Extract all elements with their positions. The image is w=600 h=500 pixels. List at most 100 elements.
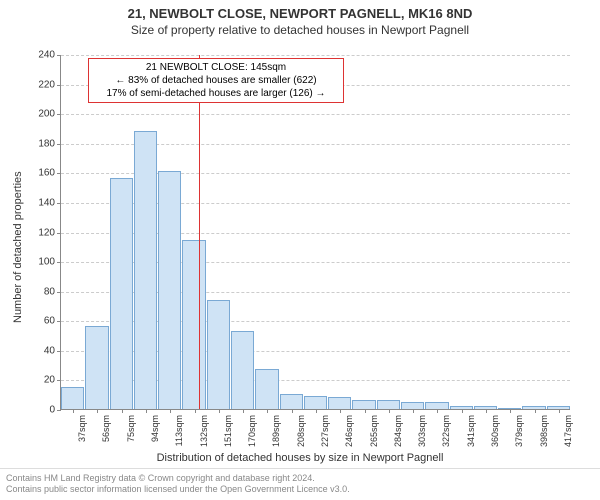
ytick-mark — [57, 233, 61, 234]
xtick-label: 37sqm — [77, 415, 87, 442]
xtick-label: 75sqm — [126, 415, 136, 442]
ytick-mark — [57, 262, 61, 263]
xtick-label: 341sqm — [466, 415, 476, 447]
xtick-mark — [243, 409, 244, 413]
xtick-label: 246sqm — [344, 415, 354, 447]
xtick-label: 398sqm — [539, 415, 549, 447]
ytick-label: 160 — [38, 168, 55, 179]
ytick-mark — [57, 173, 61, 174]
xtick-mark — [510, 409, 511, 413]
xtick-label: 94sqm — [150, 415, 160, 442]
title-block: 21, NEWBOLT CLOSE, NEWPORT PAGNELL, MK16… — [0, 0, 600, 37]
ytick-label: 120 — [38, 227, 55, 238]
ytick-label: 40 — [44, 345, 55, 356]
histogram-bar — [231, 331, 254, 409]
y-axis-label: Number of detached properties — [12, 171, 24, 323]
histogram-chart: 02040608010012014016018020022024037sqm56… — [60, 55, 570, 410]
annotation-line1: 21 NEWBOLT CLOSE: 145sqm — [95, 61, 337, 74]
xtick-mark — [437, 409, 438, 413]
xtick-mark — [267, 409, 268, 413]
xtick-mark — [535, 409, 536, 413]
ytick-label: 240 — [38, 50, 55, 61]
xtick-mark — [73, 409, 74, 413]
xtick-mark — [97, 409, 98, 413]
gridline — [61, 114, 570, 115]
xtick-label: 303sqm — [417, 415, 427, 447]
ytick-label: 220 — [38, 79, 55, 90]
xtick-mark — [389, 409, 390, 413]
xtick-label: 417sqm — [563, 415, 573, 447]
annotation-line2: ← 83% of detached houses are smaller (62… — [95, 74, 337, 87]
footer-line1: Contains HM Land Registry data © Crown c… — [6, 473, 594, 485]
xtick-label: 322sqm — [441, 415, 451, 447]
ytick-mark — [57, 144, 61, 145]
xtick-mark — [340, 409, 341, 413]
xtick-mark — [195, 409, 196, 413]
histogram-bar — [401, 402, 424, 409]
histogram-bar — [328, 397, 351, 409]
xtick-mark — [365, 409, 366, 413]
xtick-label: 284sqm — [393, 415, 403, 447]
ytick-label: 200 — [38, 109, 55, 120]
ytick-mark — [57, 203, 61, 204]
xtick-label: 189sqm — [271, 415, 281, 447]
histogram-bar — [352, 400, 375, 409]
ytick-mark — [57, 321, 61, 322]
histogram-bar — [110, 178, 133, 409]
histogram-bar — [158, 171, 181, 409]
ytick-label: 80 — [44, 286, 55, 297]
xtick-label: 208sqm — [296, 415, 306, 447]
footer-line2: Contains public sector information licen… — [6, 484, 594, 496]
xtick-mark — [146, 409, 147, 413]
footer: Contains HM Land Registry data © Crown c… — [0, 468, 600, 500]
ytick-mark — [57, 380, 61, 381]
histogram-bar — [255, 369, 278, 409]
reference-line — [199, 55, 200, 409]
xtick-mark — [122, 409, 123, 413]
xtick-mark — [559, 409, 560, 413]
histogram-bar — [134, 131, 157, 409]
histogram-bar — [207, 300, 230, 409]
ytick-mark — [57, 292, 61, 293]
gridline — [61, 55, 570, 56]
ytick-mark — [57, 351, 61, 352]
histogram-bar — [377, 400, 400, 409]
title-line2: Size of property relative to detached ho… — [0, 23, 600, 37]
annotation-box: 21 NEWBOLT CLOSE: 145sqm ← 83% of detach… — [88, 58, 344, 103]
xtick-label: 132sqm — [199, 415, 209, 447]
histogram-bar — [280, 394, 303, 409]
ytick-mark — [57, 410, 61, 411]
ytick-mark — [57, 55, 61, 56]
xtick-label: 113sqm — [174, 415, 184, 446]
ytick-label: 100 — [38, 257, 55, 268]
xtick-label: 360sqm — [490, 415, 500, 447]
xtick-label: 56sqm — [101, 415, 111, 442]
xtick-mark — [316, 409, 317, 413]
ytick-mark — [57, 85, 61, 86]
ytick-label: 180 — [38, 138, 55, 149]
histogram-bar — [425, 402, 448, 409]
xtick-mark — [462, 409, 463, 413]
x-axis-label: Distribution of detached houses by size … — [0, 452, 600, 464]
annotation-line3: 17% of semi-detached houses are larger (… — [95, 87, 337, 100]
xtick-label: 151sqm — [223, 415, 233, 447]
xtick-mark — [486, 409, 487, 413]
xtick-mark — [292, 409, 293, 413]
xtick-mark — [413, 409, 414, 413]
ytick-label: 60 — [44, 316, 55, 327]
ytick-label: 20 — [44, 375, 55, 386]
histogram-bar — [182, 240, 205, 409]
plot-area: 02040608010012014016018020022024037sqm56… — [60, 55, 570, 410]
xtick-label: 227sqm — [320, 415, 330, 447]
xtick-label: 170sqm — [247, 415, 257, 447]
xtick-mark — [219, 409, 220, 413]
ytick-mark — [57, 114, 61, 115]
ytick-label: 140 — [38, 197, 55, 208]
histogram-bar — [61, 387, 84, 409]
xtick-label: 265sqm — [369, 415, 379, 447]
histogram-bar — [304, 396, 327, 409]
title-line1: 21, NEWBOLT CLOSE, NEWPORT PAGNELL, MK16… — [0, 6, 600, 21]
histogram-bar — [85, 326, 108, 409]
ytick-label: 0 — [49, 405, 55, 416]
xtick-label: 379sqm — [514, 415, 524, 447]
